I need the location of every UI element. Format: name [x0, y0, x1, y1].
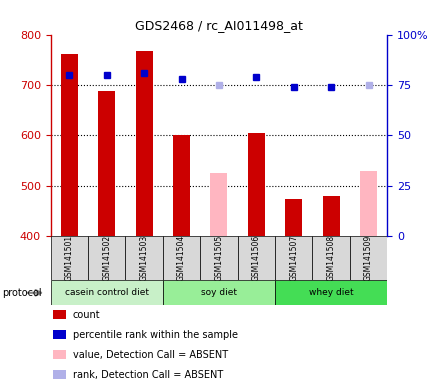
Text: percentile rank within the sample: percentile rank within the sample — [73, 330, 238, 340]
Bar — [248, 133, 265, 236]
Text: GSM141505: GSM141505 — [214, 235, 224, 281]
FancyBboxPatch shape — [125, 236, 163, 280]
FancyBboxPatch shape — [275, 280, 387, 305]
Text: GSM141507: GSM141507 — [289, 235, 298, 281]
Bar — [210, 173, 227, 236]
FancyBboxPatch shape — [51, 280, 163, 305]
FancyBboxPatch shape — [350, 236, 387, 280]
Text: GSM141506: GSM141506 — [252, 235, 261, 281]
Text: GSM141501: GSM141501 — [65, 235, 74, 281]
Text: rank, Detection Call = ABSENT: rank, Detection Call = ABSENT — [73, 370, 223, 380]
FancyBboxPatch shape — [163, 236, 200, 280]
FancyBboxPatch shape — [200, 236, 238, 280]
Bar — [360, 170, 377, 236]
Text: casein control diet: casein control diet — [65, 288, 149, 297]
Bar — [285, 199, 302, 236]
Text: value, Detection Call = ABSENT: value, Detection Call = ABSENT — [73, 350, 228, 360]
FancyBboxPatch shape — [312, 236, 350, 280]
Text: count: count — [73, 310, 100, 320]
Title: GDS2468 / rc_AI011498_at: GDS2468 / rc_AI011498_at — [135, 19, 303, 32]
Text: GSM141502: GSM141502 — [102, 235, 111, 281]
FancyBboxPatch shape — [238, 236, 275, 280]
FancyBboxPatch shape — [88, 236, 125, 280]
Text: GSM141509: GSM141509 — [364, 235, 373, 281]
FancyBboxPatch shape — [275, 236, 312, 280]
Bar — [98, 91, 115, 236]
Bar — [61, 54, 78, 236]
Text: GSM141508: GSM141508 — [326, 235, 336, 281]
Text: GSM141504: GSM141504 — [177, 235, 186, 281]
Text: GSM141503: GSM141503 — [139, 235, 149, 281]
Text: protocol: protocol — [2, 288, 42, 298]
Text: soy diet: soy diet — [201, 288, 237, 297]
Bar — [173, 136, 190, 236]
Text: whey diet: whey diet — [309, 288, 353, 297]
FancyBboxPatch shape — [51, 236, 88, 280]
Bar — [136, 51, 153, 236]
Bar — [323, 196, 340, 236]
FancyBboxPatch shape — [163, 280, 275, 305]
